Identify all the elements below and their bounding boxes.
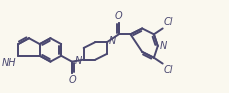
Text: N: N bbox=[159, 41, 166, 51]
Text: NH: NH bbox=[2, 58, 16, 68]
Text: N: N bbox=[109, 36, 116, 46]
Text: Cl: Cl bbox=[163, 17, 172, 27]
Text: Cl: Cl bbox=[163, 65, 172, 75]
Text: N: N bbox=[74, 56, 81, 66]
Text: O: O bbox=[114, 11, 122, 21]
Text: O: O bbox=[68, 75, 75, 85]
